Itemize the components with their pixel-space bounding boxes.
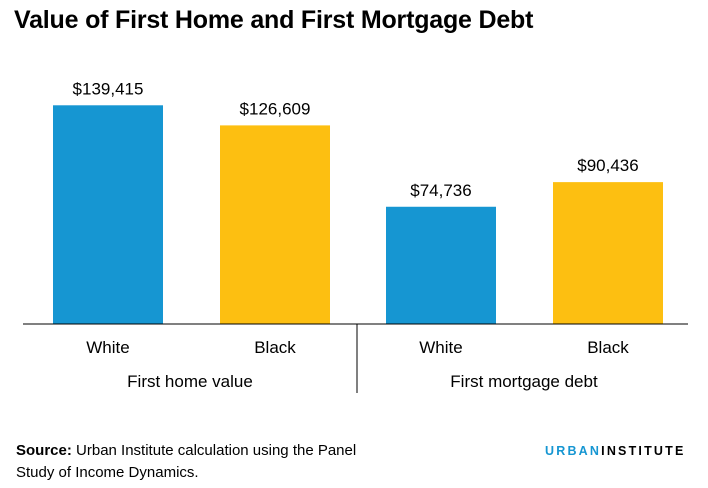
category-label: Black xyxy=(254,338,296,357)
category-label: White xyxy=(419,338,462,357)
urban-institute-logo: URBANINSTITUTE xyxy=(545,444,686,458)
group-label: First mortgage debt xyxy=(450,372,598,391)
bar-home-value-black xyxy=(220,125,330,324)
data-label: $90,436 xyxy=(577,156,638,175)
data-label: $139,415 xyxy=(73,79,144,98)
chart-title: Value of First Home and First Mortgage D… xyxy=(14,6,534,34)
bar-mortgage-debt-black xyxy=(553,182,663,324)
group-label: First home value xyxy=(127,372,253,391)
data-label: $126,609 xyxy=(240,99,311,118)
bar-mortgage-debt-white xyxy=(386,206,496,324)
source-label: Source: xyxy=(16,442,72,459)
logo-part-institute: INSTITUTE xyxy=(601,444,686,458)
category-label: Black xyxy=(587,338,629,357)
data-label: $74,736 xyxy=(410,181,471,200)
source-note: Source: Urban Institute calculation usin… xyxy=(16,440,376,484)
logo-part-urban: URBAN xyxy=(545,444,602,458)
source-text: Urban Institute calculation using the Pa… xyxy=(16,442,357,481)
category-label: White xyxy=(86,338,129,357)
bar-home-value-white xyxy=(53,105,163,324)
